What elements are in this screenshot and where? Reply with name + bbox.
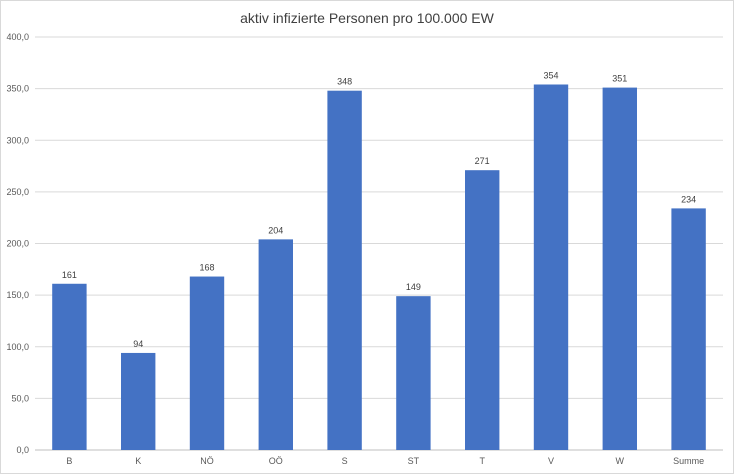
data-label: 234: [681, 194, 696, 204]
bar: [258, 239, 293, 450]
y-tick-label: 350,0: [6, 84, 29, 94]
y-tick-label: 300,0: [6, 135, 29, 145]
bar: [52, 283, 87, 450]
data-label: 354: [543, 70, 558, 80]
bar: [602, 87, 637, 450]
y-tick-label: 200,0: [6, 239, 29, 249]
y-tick-label: 0,0: [16, 445, 29, 455]
x-tick-label: Summe: [673, 456, 704, 466]
x-tick-label: V: [548, 456, 554, 466]
y-tick-label: 100,0: [6, 342, 29, 352]
x-tick-label: NÖ: [200, 456, 214, 466]
y-tick-label: 150,0: [6, 290, 29, 300]
data-label: 168: [199, 263, 214, 273]
x-tick-label: B: [66, 456, 72, 466]
data-label: 204: [268, 225, 283, 235]
bar: [671, 208, 706, 450]
bar: [327, 90, 362, 450]
bar: [121, 352, 156, 450]
x-tick-label: S: [342, 456, 348, 466]
data-label: 351: [612, 74, 627, 84]
axes: 0,0 50,0 100,0 150,0 200,0 250,0 300,0 350,0 400…: [6, 32, 704, 466]
x-tick-label: W: [616, 456, 625, 466]
bar: [396, 296, 431, 450]
x-tick-label: ST: [408, 456, 420, 466]
bars: [52, 84, 706, 451]
x-tick-label: OÖ: [269, 456, 283, 466]
x-tick-label: K: [135, 456, 141, 466]
bar: [189, 276, 225, 450]
data-label: 348: [337, 77, 352, 87]
bar: [465, 170, 500, 450]
y-tick-label: 400,0: [6, 32, 29, 42]
x-tick-label: T: [479, 456, 485, 466]
chart-title: aktiv infizierte Personen pro 100.000 EW: [240, 10, 494, 26]
data-labels: 161 94 168 204 348 149 271 354 351 234: [62, 70, 696, 348]
bar: [533, 84, 569, 451]
data-label: 161: [62, 270, 77, 280]
data-label: 149: [406, 282, 421, 292]
data-label: 94: [133, 339, 143, 349]
y-tick-label: 50,0: [11, 393, 29, 403]
y-tick-label: 250,0: [6, 187, 29, 197]
data-label: 271: [475, 156, 490, 166]
